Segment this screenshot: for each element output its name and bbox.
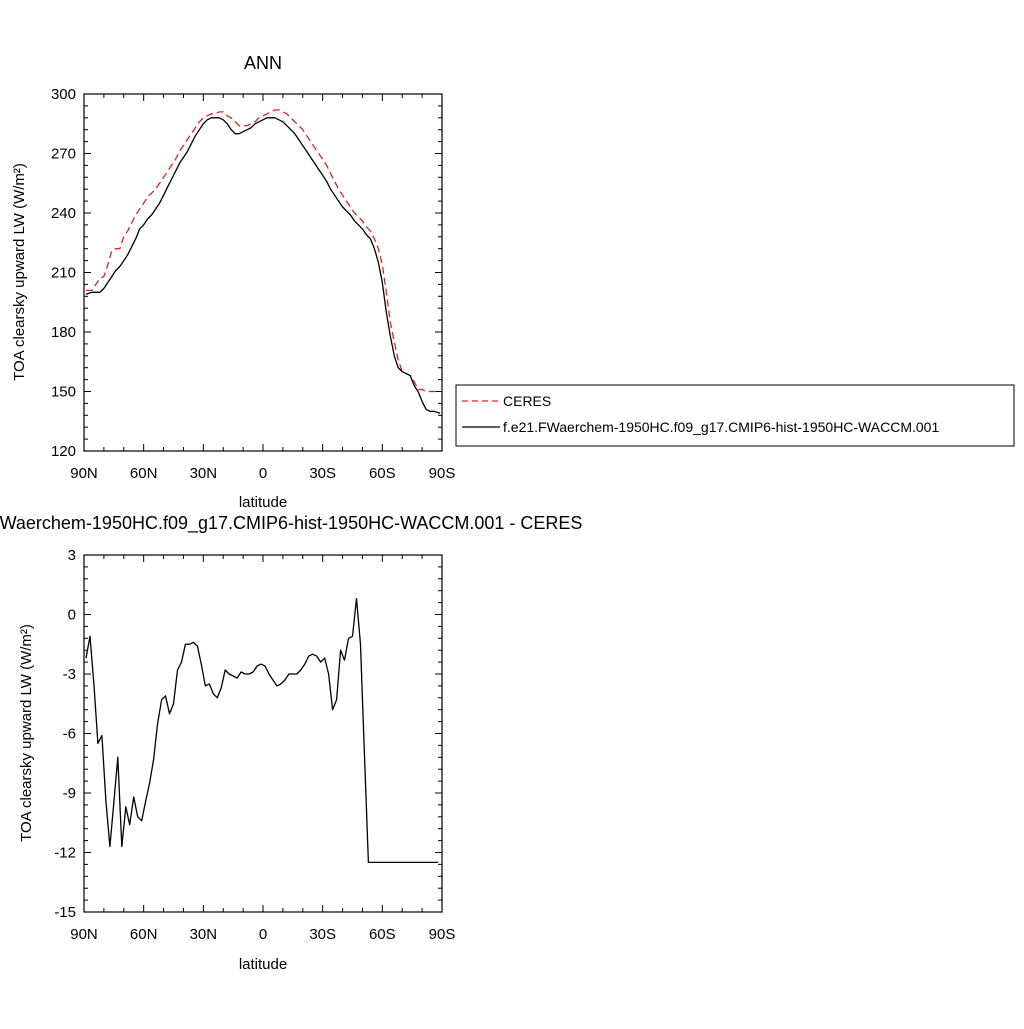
x-tick-label: 60N	[130, 926, 158, 943]
bottom-ticks	[83, 554, 443, 913]
y-tick-label: -9	[63, 785, 76, 802]
bottom-x-tick-labels: 90N 60N 30N 0 30S 60S 90S	[70, 926, 455, 943]
top-y-tick-labels: 120 150 180 210 240 270 300	[51, 86, 76, 460]
y-tick-label: -15	[54, 904, 76, 921]
y-tick-label: 300	[51, 86, 76, 103]
legend-label-model: f.e21.FWaerchem-1950HC.f09_g17.CMIP6-his…	[503, 419, 939, 435]
x-tick-label: 90S	[429, 465, 456, 482]
x-tick-label: 0	[259, 465, 267, 482]
series-line-1	[85, 117, 441, 414]
bottom-y-axis-label: TOA clearsky upward LW (W/m²)	[18, 624, 35, 842]
bottom-x-axis-label: latitude	[239, 956, 287, 973]
bottom-chart-title: f.e21.FWaerchem-1950HC.f09_g17.CMIP6-his…	[0, 513, 582, 534]
bottom-plot-frame	[83, 554, 443, 913]
legend-box	[455, 384, 1015, 447]
y-tick-label: -3	[63, 666, 76, 683]
y-tick-label: 210	[51, 265, 76, 282]
y-tick-label: 150	[51, 384, 76, 401]
y-tick-label: 3	[68, 547, 76, 564]
bottom-series-lines	[85, 597, 438, 864]
x-tick-label: 30S	[309, 465, 336, 482]
legend-label-ceres: CERES	[503, 393, 551, 409]
x-tick-label: 90S	[429, 926, 456, 943]
top-y-axis-label: TOA clearsky upward LW (W/m²)	[11, 163, 28, 381]
x-tick-label: 0	[259, 926, 267, 943]
y-tick-label: 180	[51, 324, 76, 341]
legend: CERES f.e21.FWaerchem-1950HC.f09_g17.CMI…	[455, 384, 1015, 447]
top-panel: ANN 90N 60N 30N 0 30S 60S 90S 120 150 180 210 240 2…	[11, 53, 455, 511]
y-tick-label: -6	[63, 726, 76, 743]
y-tick-label: 120	[51, 443, 76, 460]
x-tick-label: 30N	[190, 926, 218, 943]
series-line-0	[85, 597, 438, 864]
x-tick-label: 90N	[70, 465, 98, 482]
x-tick-label: 60S	[369, 465, 396, 482]
top-x-tick-labels: 90N 60N 30N 0 30S 60S 90S	[70, 465, 455, 482]
y-tick-label: 0	[68, 607, 76, 624]
x-tick-label: 60S	[369, 926, 396, 943]
series-line-0	[86, 109, 440, 393]
y-tick-label: -12	[54, 845, 76, 862]
x-tick-label: 90N	[70, 926, 98, 943]
x-tick-label: 30N	[190, 465, 218, 482]
x-tick-label: 60N	[130, 465, 158, 482]
top-series-lines	[85, 109, 441, 414]
top-ticks	[83, 93, 443, 452]
top-x-axis-label: latitude	[239, 494, 287, 511]
bottom-panel: f.e21.FWaerchem-1950HC.f09_g17.CMIP6-his…	[0, 513, 582, 973]
bottom-y-tick-labels: -15 -12 -9 -6 -3 0 3	[54, 547, 76, 921]
top-plot-frame	[83, 93, 443, 452]
y-tick-label: 270	[51, 146, 76, 163]
x-tick-label: 30S	[309, 926, 336, 943]
top-chart-title: ANN	[244, 53, 282, 73]
y-tick-label: 240	[51, 205, 76, 222]
